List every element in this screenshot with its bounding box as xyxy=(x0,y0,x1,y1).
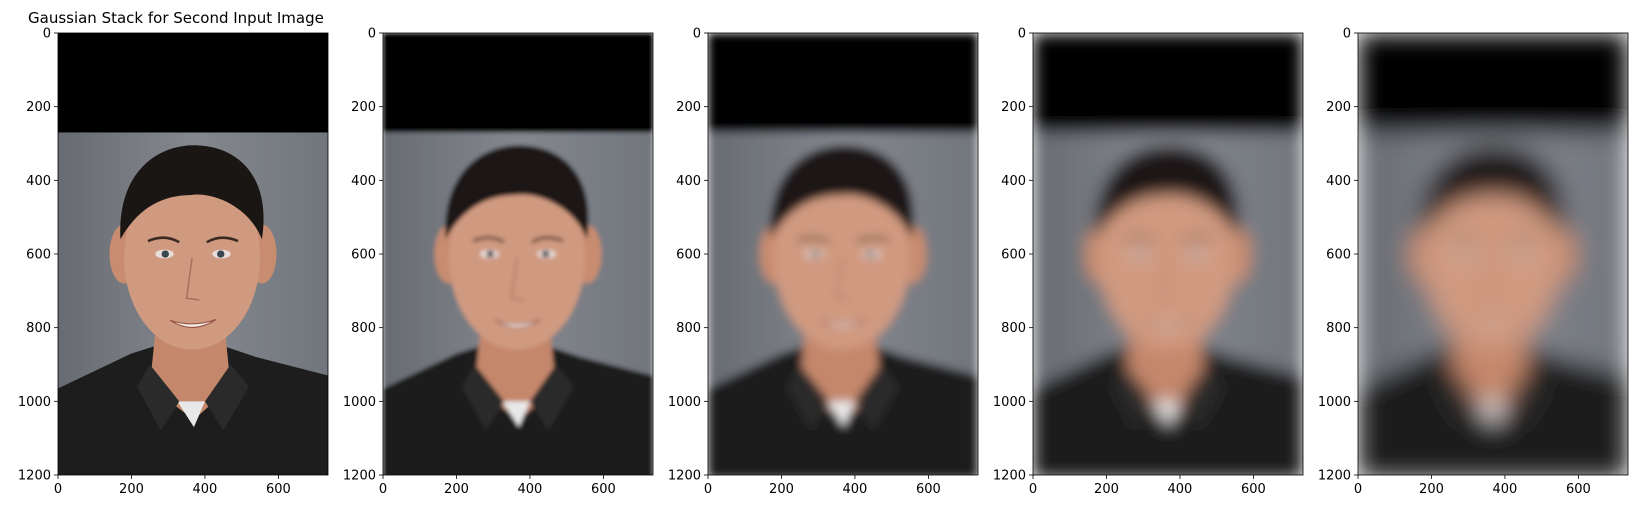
y-tick-label: 800 xyxy=(26,321,51,336)
y-tick-label: 800 xyxy=(351,321,376,336)
x-tick-label: 600 xyxy=(591,482,616,497)
y-tick-label: 400 xyxy=(1326,174,1351,189)
x-tick-label: 400 xyxy=(1493,482,1518,497)
x-tick-label: 600 xyxy=(916,482,941,497)
y-tick-label: 400 xyxy=(26,174,51,189)
x-tick-label: 200 xyxy=(1419,482,1444,497)
y-tick-label: 1000 xyxy=(993,395,1026,410)
x-tick-label: 200 xyxy=(1094,482,1119,497)
x-tick-label: 0 xyxy=(704,482,712,497)
portrait-image xyxy=(1033,33,1303,475)
y-tick-label: 600 xyxy=(1326,248,1351,263)
image-panel-level-2 xyxy=(383,33,653,475)
x-tick-label: 400 xyxy=(518,482,543,497)
x-tick-label: 0 xyxy=(54,482,62,497)
figure-title: Gaussian Stack for Second Input Image xyxy=(28,9,324,27)
y-tick-label: 200 xyxy=(26,100,51,115)
y-tick-label: 0 xyxy=(693,27,701,42)
image-panel-level-1 xyxy=(58,33,328,475)
x-tick-label: 600 xyxy=(1241,482,1266,497)
y-tick-label: 0 xyxy=(1018,27,1026,42)
y-tick-label: 1000 xyxy=(1318,395,1351,410)
x-tick-label: 400 xyxy=(843,482,868,497)
y-tick-label: 1200 xyxy=(1318,469,1351,484)
y-tick-label: 400 xyxy=(1001,174,1026,189)
x-tick-label: 400 xyxy=(193,482,218,497)
x-tick-label: 0 xyxy=(1029,482,1037,497)
y-tick-label: 200 xyxy=(1326,100,1351,115)
y-tick-label: 200 xyxy=(351,100,376,115)
y-tick-label: 800 xyxy=(1001,321,1026,336)
x-tick-label: 600 xyxy=(266,482,291,497)
y-tick-label: 1000 xyxy=(343,395,376,410)
portrait-image xyxy=(383,33,653,475)
y-tick-label: 600 xyxy=(351,248,376,263)
image-panel-level-4 xyxy=(1033,33,1303,475)
x-tick-label: 200 xyxy=(119,482,144,497)
y-tick-label: 400 xyxy=(351,174,376,189)
y-tick-label: 0 xyxy=(1343,27,1351,42)
y-tick-label: 1200 xyxy=(993,469,1026,484)
y-tick-label: 0 xyxy=(368,27,376,42)
y-tick-label: 400 xyxy=(676,174,701,189)
y-tick-label: 600 xyxy=(1001,248,1026,263)
x-tick-label: 600 xyxy=(1566,482,1591,497)
image-panel-level-3 xyxy=(708,33,978,475)
y-tick-label: 800 xyxy=(676,321,701,336)
y-tick-label: 800 xyxy=(1326,321,1351,336)
y-tick-label: 600 xyxy=(676,248,701,263)
x-tick-label: 400 xyxy=(1168,482,1193,497)
image-panel-level-5 xyxy=(1358,33,1628,475)
portrait-image xyxy=(58,33,328,475)
y-tick-label: 1000 xyxy=(668,395,701,410)
y-tick-label: 200 xyxy=(1001,100,1026,115)
y-tick-label: 0 xyxy=(43,27,51,42)
y-tick-label: 600 xyxy=(26,248,51,263)
portrait-image xyxy=(708,33,978,475)
y-tick-label: 200 xyxy=(676,100,701,115)
x-tick-label: 0 xyxy=(379,482,387,497)
y-tick-label: 1200 xyxy=(18,469,51,484)
y-tick-label: 1200 xyxy=(668,469,701,484)
x-tick-label: 200 xyxy=(769,482,794,497)
x-tick-label: 0 xyxy=(1354,482,1362,497)
x-tick-label: 200 xyxy=(444,482,469,497)
y-tick-label: 1000 xyxy=(18,395,51,410)
portrait-image xyxy=(1358,33,1628,475)
y-tick-label: 1200 xyxy=(343,469,376,484)
